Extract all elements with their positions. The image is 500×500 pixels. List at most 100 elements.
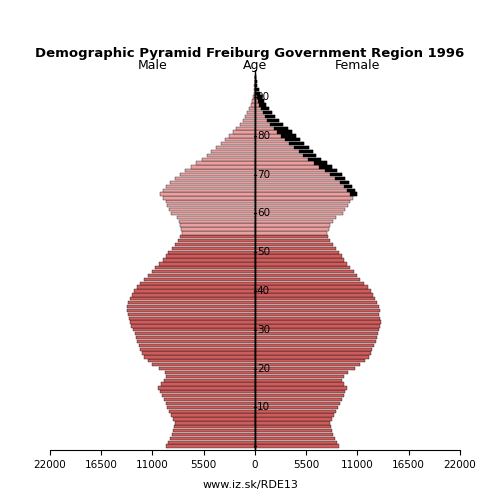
Bar — [255, 402, 340, 405]
Bar — [129, 316, 255, 320]
Bar — [254, 84, 255, 87]
Bar — [255, 243, 334, 246]
Bar — [131, 324, 255, 328]
Bar — [159, 367, 255, 370]
Text: 30: 30 — [257, 325, 270, 335]
Bar — [170, 181, 255, 184]
Bar — [255, 336, 377, 339]
Bar — [255, 122, 283, 126]
Bar — [159, 262, 255, 266]
Bar — [133, 328, 255, 332]
Bar — [190, 166, 255, 168]
Bar — [166, 254, 255, 258]
Bar — [245, 115, 255, 118]
Bar — [340, 181, 349, 184]
Bar — [308, 158, 321, 161]
Bar — [255, 162, 326, 164]
Text: 10: 10 — [257, 402, 270, 412]
Bar — [255, 177, 346, 180]
Bar — [171, 414, 255, 417]
Bar — [255, 88, 258, 91]
Bar — [255, 290, 370, 292]
Text: 40: 40 — [257, 286, 270, 296]
Bar — [168, 406, 255, 409]
Bar — [164, 371, 255, 374]
Bar — [255, 344, 374, 347]
Bar — [255, 246, 336, 250]
Bar — [350, 192, 356, 196]
Bar — [255, 181, 349, 184]
Bar — [255, 374, 344, 378]
Bar — [325, 169, 337, 172]
Bar — [255, 440, 337, 444]
Text: www.iz.sk/RDE13: www.iz.sk/RDE13 — [202, 480, 298, 490]
Bar — [255, 301, 377, 304]
Bar — [347, 188, 354, 192]
Bar — [174, 425, 255, 428]
Text: 20: 20 — [257, 364, 270, 374]
Bar — [202, 158, 255, 161]
Bar — [168, 250, 255, 254]
Bar — [255, 282, 364, 285]
Bar — [178, 239, 255, 242]
Bar — [274, 126, 287, 130]
Bar — [255, 188, 354, 192]
Bar — [162, 394, 255, 398]
Bar — [255, 309, 380, 312]
Bar — [255, 138, 300, 141]
Bar — [255, 312, 379, 316]
Bar — [255, 356, 368, 358]
Bar — [236, 126, 255, 130]
Bar — [134, 290, 255, 292]
Bar — [330, 173, 342, 176]
Bar — [304, 154, 316, 157]
Bar — [255, 410, 336, 413]
Bar — [255, 367, 354, 370]
Bar — [128, 305, 255, 308]
Bar — [254, 92, 255, 95]
Text: 50: 50 — [257, 247, 270, 257]
Bar — [255, 425, 332, 428]
Bar — [255, 305, 379, 308]
Bar — [250, 104, 255, 106]
Bar — [255, 119, 279, 122]
Bar — [176, 216, 255, 219]
Bar — [255, 146, 309, 149]
Bar — [255, 111, 272, 114]
Bar — [206, 154, 255, 157]
Bar — [255, 390, 346, 394]
Bar — [161, 382, 255, 386]
Bar — [255, 92, 260, 95]
Bar — [173, 418, 255, 420]
Text: 70: 70 — [257, 170, 270, 179]
Bar — [255, 235, 328, 238]
Bar — [255, 76, 256, 80]
Bar — [255, 324, 380, 328]
Bar — [229, 134, 255, 138]
Bar — [255, 316, 380, 320]
Bar — [128, 301, 255, 304]
Bar — [136, 336, 255, 339]
Text: Demographic Pyramid Freiburg Government Region 1996: Demographic Pyramid Freiburg Government … — [36, 47, 465, 60]
Bar — [185, 169, 255, 172]
Bar — [240, 122, 255, 126]
Bar — [255, 231, 326, 234]
Bar — [164, 378, 255, 382]
Bar — [160, 390, 255, 394]
Bar — [175, 177, 255, 180]
Bar — [148, 274, 255, 277]
Bar — [166, 444, 255, 448]
Bar — [136, 340, 255, 343]
Bar — [152, 363, 255, 366]
Bar — [255, 429, 332, 432]
Bar — [260, 104, 266, 106]
Bar — [255, 258, 344, 262]
Bar — [255, 126, 288, 130]
Bar — [255, 76, 256, 80]
Bar — [285, 138, 300, 141]
Bar — [156, 266, 255, 270]
Bar — [255, 297, 375, 300]
Bar — [255, 363, 360, 366]
Bar — [255, 200, 350, 203]
Bar — [249, 107, 255, 110]
